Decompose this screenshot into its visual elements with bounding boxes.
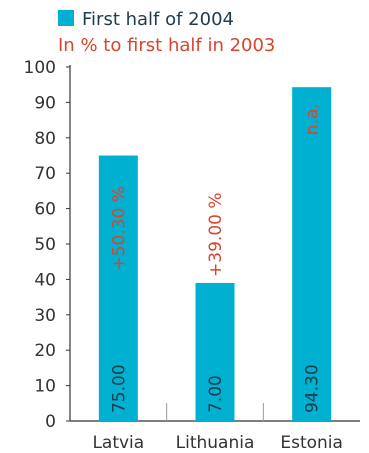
y-tick-label: 20 [34,341,56,361]
y-tick-label: 80 [34,129,56,149]
change-label: n.a. [303,103,323,135]
bar-labels-group: Latvia 75.00 +50.30 % Lithuania 7.00 +39.00 %… [92,103,343,453]
y-tick-label: 100 [24,58,56,78]
y-tick-label: 30 [34,306,56,326]
change-label: +50.30 % [109,186,129,270]
data-label: 75.00 [109,364,129,413]
y-tick-label: 70 [34,164,56,184]
legend-swatch [58,10,74,26]
y-tick-label: 10 [34,377,56,397]
bar [195,282,235,421]
y-tick-label: 0 [45,412,56,432]
x-tick-label: Latvia [92,433,144,453]
data-label: 7.00 [206,375,226,413]
legend-series-label: First half of 2004 [82,9,234,30]
legend-note-label: In % to first half in 2003 [58,35,275,56]
x-tick-label: Estonia [280,433,343,453]
y-tick-label: 90 [34,93,56,113]
y-tick-label: 50 [34,235,56,255]
y-tick-label: 40 [34,270,56,290]
x-tick-label: Lithuania [176,433,255,453]
change-label: +39.00 % [206,192,226,276]
chart-axes: 0 10 20 30 40 50 60 70 80 90 100 [24,58,360,432]
data-label: 94.30 [303,364,323,413]
y-tick-label: 60 [34,200,56,220]
bar [292,87,332,421]
bar [98,155,138,421]
bars-group [98,87,332,421]
